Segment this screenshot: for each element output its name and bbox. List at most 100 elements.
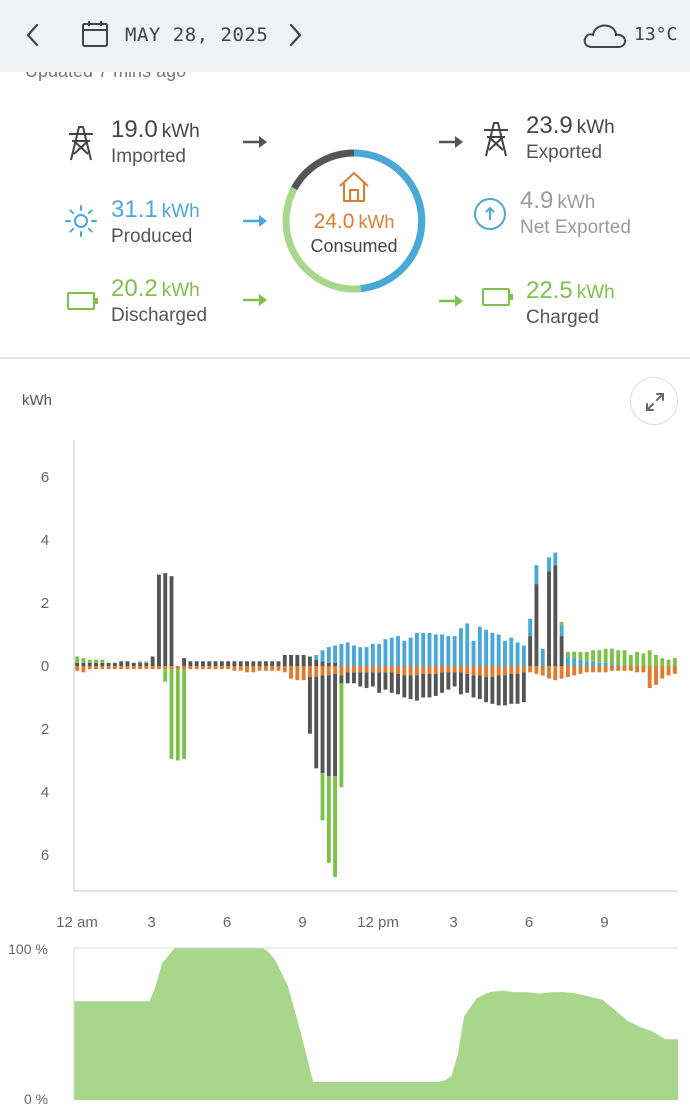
energy-chart: 6 4 2 0 2 4 6 12 am 3 6 9 12 pm 3 6 9 100 % 0 % [8, 440, 678, 1107]
home-consumption-bar [75, 666, 80, 671]
home-consumption-bar [572, 666, 577, 676]
grid-export-bar [515, 673, 520, 704]
solar-bar [421, 632, 426, 666]
produced-unit: kWh [161, 201, 200, 222]
grid-import-bar [559, 636, 564, 666]
grid-import-bar [232, 661, 237, 666]
grid-import-bar [553, 565, 558, 666]
battery-discharge-bar [635, 651, 640, 666]
home-consumption-bar [521, 666, 526, 673]
current-date[interactable]: MAY 28, 2025 [125, 24, 269, 46]
solar-bar [515, 642, 520, 666]
consumed-value: 24.0 [313, 210, 355, 233]
solar-bar [547, 557, 551, 572]
home-consumption-bar [446, 666, 451, 673]
home-consumption-bar [565, 666, 570, 678]
grid-export-bar [503, 675, 507, 706]
home-consumption-bar [396, 666, 400, 674]
battery-discharge-bar [578, 651, 583, 660]
next-day-button[interactable] [278, 18, 312, 52]
home-consumption-bar [201, 666, 205, 670]
home-consumption-bar [609, 666, 614, 671]
home-consumption-bar [257, 666, 262, 671]
expand-icon [646, 393, 664, 411]
charged-stat: 22.5 kWh Charged [526, 277, 615, 329]
home-consumption-bar [584, 666, 589, 673]
solar-bar [402, 640, 407, 666]
grid-import-bar [100, 662, 105, 666]
home-consumption-bar [307, 666, 312, 678]
home-consumption-bar [654, 666, 658, 685]
updated-status: Updated 7 mins ago [25, 72, 186, 84]
net-exported-value: 4.9 [520, 187, 554, 214]
home-consumption-bar [81, 666, 86, 673]
discharged-value: 20.2 [111, 275, 158, 302]
solar-bar [352, 645, 356, 666]
grid-export-bar [471, 675, 476, 698]
calendar-icon[interactable] [80, 19, 110, 49]
grid-import-bar [150, 656, 155, 666]
grid-export-bar [383, 672, 388, 690]
grid-export-bar [333, 673, 338, 777]
home-consumption-bar [194, 666, 199, 670]
home-consumption-bar [553, 666, 558, 681]
home-consumption-bar [597, 666, 602, 673]
home-consumption-bar [188, 666, 193, 670]
grid-import-bar [131, 662, 136, 666]
battery-charge-bar [339, 683, 344, 788]
solar-bar [578, 659, 583, 666]
solar-bar [314, 654, 319, 660]
produced-label: Produced [111, 226, 193, 247]
solar-bar [383, 639, 388, 666]
home-consumption-bar [245, 666, 249, 673]
grid-export-bar [452, 672, 457, 687]
arrow-right-icon [243, 215, 267, 227]
expand-chart-button[interactable] [630, 377, 678, 425]
solar-bar [458, 628, 463, 666]
grid-import-bar [251, 661, 256, 666]
grid-import-bar [156, 574, 161, 666]
home-consumption-bar [182, 666, 187, 670]
home-consumption-bar [364, 666, 369, 673]
consumption-ring [282, 149, 426, 293]
home-consumption-bar [270, 666, 275, 671]
grid-export-bar [496, 675, 501, 706]
grid-import-bar [320, 661, 325, 666]
solar-bar [609, 664, 614, 666]
solar-bar [440, 634, 445, 666]
solar-bar [414, 632, 419, 666]
grid-export-bar [421, 673, 426, 698]
home-consumption-bar [358, 666, 363, 673]
home-consumption-bar [119, 666, 124, 670]
x-tick-label: 3 [449, 914, 457, 931]
home-consumption-bar [672, 666, 677, 674]
home-consumption-bar [452, 666, 457, 673]
solar-bar [427, 632, 432, 666]
grid-import-bar [547, 571, 551, 666]
grid-import-bar [138, 662, 143, 666]
home-consumption-bar [301, 666, 306, 681]
home-consumption-bar [100, 666, 105, 670]
y-tick-label: 0 [41, 658, 49, 675]
grid-import-bar [182, 658, 187, 666]
grid-import-bar [194, 661, 199, 666]
arrow-right-icon [243, 136, 267, 148]
grid-import-bar [81, 662, 86, 666]
solar-bar [584, 661, 589, 666]
charged-label: Charged [526, 307, 599, 328]
produced-value: 31.1 [111, 196, 158, 223]
home-consumption-bar [603, 666, 608, 673]
solar-bar [358, 647, 363, 666]
battery-discharge-bar [565, 651, 570, 657]
imported-stat: 19.0 kWh Imported [111, 116, 200, 168]
grid-export-bar [465, 673, 470, 693]
grid-export-bar [490, 677, 495, 704]
charged-value: 22.5 [526, 277, 573, 304]
home-consumption-bar [477, 666, 482, 676]
home-consumption-bar [440, 666, 445, 673]
previous-day-button[interactable] [16, 18, 50, 52]
solar-bar [452, 636, 457, 666]
imported-unit: kWh [161, 121, 200, 142]
grid-import-bar [257, 661, 262, 666]
y-tick-label: 2 [41, 595, 49, 612]
